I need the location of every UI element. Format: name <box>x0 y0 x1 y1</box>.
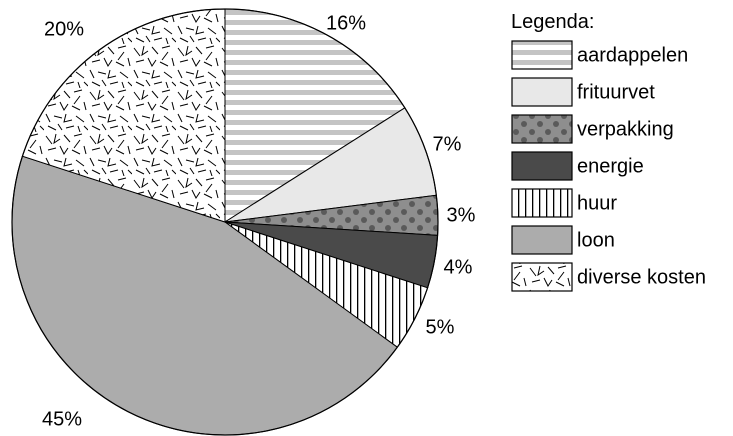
legend-swatch <box>511 151 573 181</box>
legend-item-frituurvet: frituurvet <box>511 77 655 107</box>
legend-label: frituurvet <box>577 81 655 103</box>
legend-items: aardappelen frituurvet verpakking energie hu… <box>511 40 706 292</box>
slice-label-verpakking: 3% <box>447 204 476 226</box>
legend-label: loon <box>577 229 615 251</box>
slice-label-huur: 5% <box>426 316 455 338</box>
pie-slices <box>11 8 439 436</box>
legend-label: huur <box>577 192 617 214</box>
slice-label-frituurvet: 7% <box>433 133 462 155</box>
legend-title: Legenda: <box>511 11 594 33</box>
legend-item-huur: huur <box>511 188 617 218</box>
legend-item-diverse-kosten: diverse kosten <box>511 262 706 292</box>
percentage-labels: 16% 7% 3% 4% 5% 45% 20% <box>42 12 476 430</box>
legend: Legenda: aardappelen frituurvet verpakking… <box>511 11 706 292</box>
legend-label: verpakking <box>577 118 674 140</box>
legend-swatch <box>511 188 573 218</box>
legend-item-loon: loon <box>511 225 615 255</box>
slice-label-energie: 4% <box>444 256 473 278</box>
slice-label-loon: 45% <box>42 408 82 430</box>
legend-swatch <box>511 262 573 292</box>
legend-swatch <box>511 114 573 144</box>
legend-label: aardappelen <box>577 44 688 66</box>
legend-item-verpakking: verpakking <box>511 114 674 144</box>
slice-label-diverse-kosten: 20% <box>44 18 84 40</box>
slice-label-aardappelen: 16% <box>326 12 366 34</box>
legend-item-aardappelen: aardappelen <box>511 40 688 70</box>
legend-item-energie: energie <box>511 151 644 181</box>
legend-swatch <box>511 225 573 255</box>
legend-swatch <box>511 40 573 70</box>
legend-swatch <box>511 77 573 107</box>
legend-label: diverse kosten <box>577 266 706 288</box>
legend-label: energie <box>577 155 644 177</box>
